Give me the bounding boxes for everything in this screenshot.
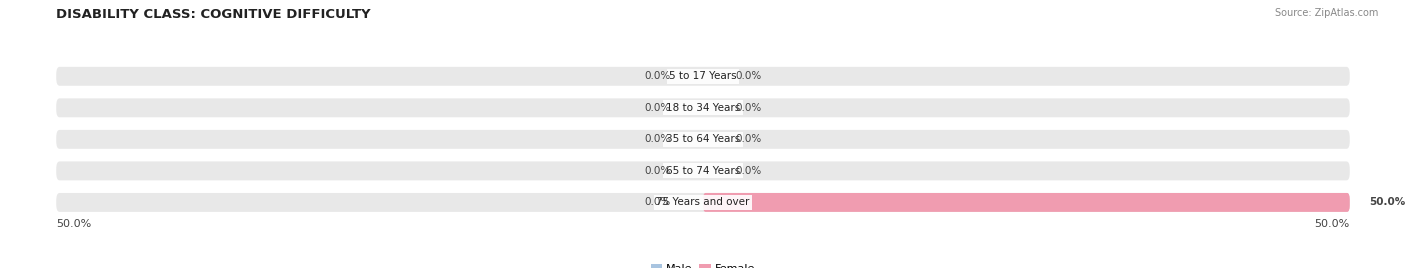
Text: 18 to 34 Years: 18 to 34 Years — [666, 103, 740, 113]
Text: 50.0%: 50.0% — [56, 219, 91, 229]
FancyBboxPatch shape — [56, 161, 1350, 180]
FancyBboxPatch shape — [56, 98, 1350, 117]
Text: DISABILITY CLASS: COGNITIVE DIFFICULTY: DISABILITY CLASS: COGNITIVE DIFFICULTY — [56, 8, 371, 21]
Text: 0.0%: 0.0% — [644, 71, 671, 81]
Text: 0.0%: 0.0% — [644, 134, 671, 144]
Text: 0.0%: 0.0% — [735, 103, 762, 113]
Legend: Male, Female: Male, Female — [647, 259, 759, 268]
Text: 65 to 74 Years: 65 to 74 Years — [666, 166, 740, 176]
FancyBboxPatch shape — [56, 67, 1350, 86]
Text: 75 Years and over: 75 Years and over — [657, 198, 749, 207]
Text: 50.0%: 50.0% — [1369, 198, 1406, 207]
Text: 0.0%: 0.0% — [735, 134, 762, 144]
FancyBboxPatch shape — [56, 193, 1350, 212]
Text: 0.0%: 0.0% — [644, 166, 671, 176]
Text: 50.0%: 50.0% — [1315, 219, 1350, 229]
Text: 0.0%: 0.0% — [644, 198, 671, 207]
Text: 0.0%: 0.0% — [735, 71, 762, 81]
Text: 35 to 64 Years: 35 to 64 Years — [666, 134, 740, 144]
Text: 0.0%: 0.0% — [735, 166, 762, 176]
FancyBboxPatch shape — [56, 130, 1350, 149]
Text: 0.0%: 0.0% — [644, 103, 671, 113]
Text: 5 to 17 Years: 5 to 17 Years — [669, 71, 737, 81]
FancyBboxPatch shape — [703, 193, 1350, 212]
Text: Source: ZipAtlas.com: Source: ZipAtlas.com — [1274, 8, 1378, 18]
